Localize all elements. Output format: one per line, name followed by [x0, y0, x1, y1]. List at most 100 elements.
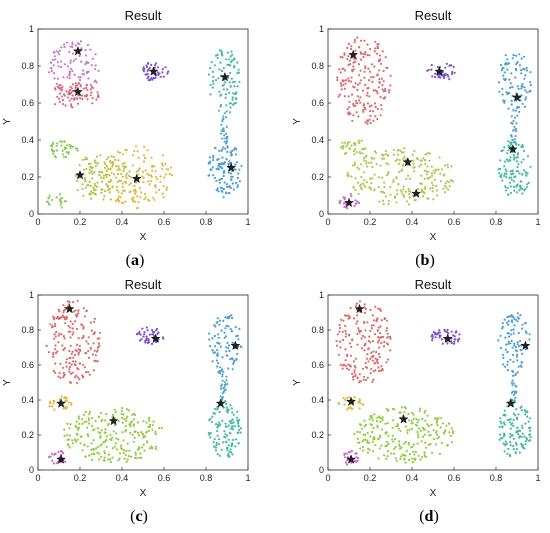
- data-point: [515, 431, 518, 434]
- data-point: [234, 102, 238, 105]
- data-point: [521, 102, 524, 105]
- data-point: [229, 172, 232, 175]
- data-point: [209, 436, 212, 439]
- data-point: [427, 177, 430, 180]
- data-point: [224, 327, 227, 330]
- data-point: [513, 116, 516, 119]
- data-point: [356, 102, 359, 105]
- x-tick-label: 0.6: [448, 217, 461, 227]
- cluster-center-star: [411, 188, 422, 198]
- data-point: [93, 331, 96, 335]
- data-point: [78, 344, 81, 348]
- data-point: [510, 122, 513, 125]
- data-point: [147, 425, 150, 428]
- data-point: [216, 349, 219, 352]
- data-point: [144, 169, 147, 172]
- data-point: [395, 425, 398, 428]
- data-point: [366, 120, 369, 123]
- data-point: [93, 448, 96, 451]
- data-point: [356, 332, 359, 335]
- data-point: [208, 162, 211, 165]
- data-point: [53, 55, 57, 58]
- data-point: [373, 188, 376, 191]
- cluster-center-star: [343, 197, 355, 208]
- data-point: [66, 434, 69, 437]
- data-point: [405, 450, 408, 453]
- data-point: [357, 192, 360, 195]
- data-point: [355, 322, 358, 325]
- data-point: [357, 441, 360, 444]
- data-point: [335, 339, 338, 343]
- data-point: [348, 59, 351, 62]
- data-point: [503, 146, 506, 149]
- data-point: [226, 51, 229, 54]
- x-axis-label: X: [430, 232, 437, 243]
- data-point: [142, 68, 145, 71]
- data-point: [129, 421, 132, 424]
- data-point: [430, 423, 433, 426]
- data-point: [54, 362, 57, 365]
- data-point: [509, 156, 512, 159]
- data-point: [384, 195, 388, 198]
- data-point: [521, 192, 524, 195]
- data-point: [366, 353, 369, 356]
- data-point: [52, 315, 55, 318]
- data-point: [384, 56, 387, 59]
- data-point: [97, 342, 100, 345]
- data-point: [85, 167, 88, 170]
- data-point: [134, 190, 137, 194]
- data-point: [367, 161, 370, 164]
- data-point: [514, 346, 518, 349]
- data-point: [433, 438, 436, 441]
- data-point: [121, 431, 124, 434]
- data-point: [93, 428, 96, 431]
- data-point: [74, 174, 77, 177]
- data-point: [79, 76, 82, 79]
- data-point: [367, 339, 370, 343]
- data-point: [214, 446, 217, 449]
- data-point: [216, 158, 219, 161]
- data-point: [402, 188, 405, 191]
- data-point: [110, 438, 113, 441]
- data-point: [53, 150, 56, 153]
- data-point: [387, 171, 390, 174]
- data-point: [421, 456, 424, 459]
- data-point: [439, 76, 442, 79]
- data-point: [504, 440, 507, 443]
- data-point: [399, 411, 402, 414]
- data-point: [141, 432, 144, 436]
- data-point: [400, 190, 403, 193]
- data-point: [376, 43, 379, 46]
- data-point: [434, 184, 438, 188]
- data-point: [408, 453, 411, 456]
- data-point: [231, 411, 234, 414]
- data-point: [365, 378, 368, 382]
- data-point: [235, 181, 238, 184]
- data-point: [83, 176, 86, 179]
- data-point: [154, 62, 157, 65]
- data-point: [365, 181, 368, 184]
- data-point: [121, 162, 124, 165]
- data-point: [404, 425, 408, 428]
- data-point: [227, 191, 230, 195]
- x-axis-label: X: [140, 488, 147, 499]
- data-point: [438, 452, 442, 455]
- data-point: [374, 40, 377, 43]
- data-point: [512, 370, 515, 373]
- data-point: [357, 46, 361, 49]
- data-point: [71, 46, 74, 49]
- cluster-center-star: [348, 49, 359, 60]
- data-point: [521, 187, 524, 190]
- data-point: [211, 360, 214, 363]
- data-point: [431, 184, 435, 187]
- data-point: [426, 165, 429, 168]
- data-point: [224, 137, 227, 140]
- data-point: [63, 428, 66, 431]
- data-point: [414, 457, 417, 460]
- data-point: [63, 148, 66, 151]
- data-point: [228, 184, 231, 187]
- data-point: [151, 428, 154, 431]
- data-point: [47, 351, 51, 354]
- data-point: [516, 166, 519, 169]
